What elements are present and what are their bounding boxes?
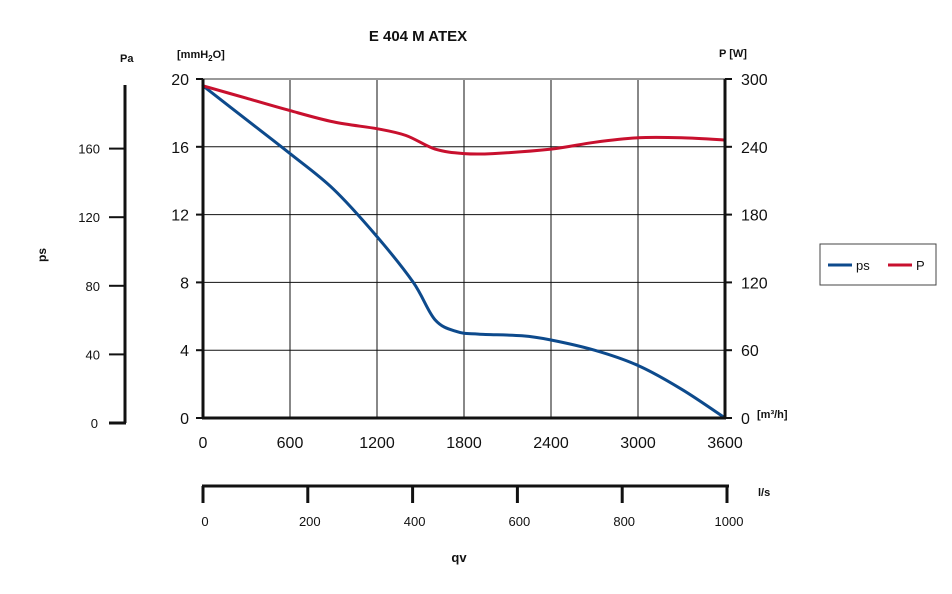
legend-label-p: P xyxy=(916,258,925,273)
pa-tick-label: 120 xyxy=(78,210,100,225)
series-line-ps xyxy=(201,84,727,420)
y-mm-tick-label: 0 xyxy=(180,411,189,428)
y-mm-tick-label: 20 xyxy=(171,72,189,89)
legend-label-ps: ps xyxy=(856,258,870,273)
y-w-tick-label: 120 xyxy=(741,275,768,292)
x-tick-label: 1200 xyxy=(359,435,395,452)
flow-unit-ls: l/s xyxy=(758,487,770,499)
x-tick-label: 0 xyxy=(199,435,208,452)
pa-tick-label: 160 xyxy=(78,142,100,157)
y-mm-tick-label: 12 xyxy=(171,208,189,225)
x-tick-label: 1800 xyxy=(446,435,482,452)
ls-tick-label: 0 xyxy=(201,514,208,529)
flow-unit-m3h: [m³/h] xyxy=(757,409,788,421)
x-axis-label: qv xyxy=(451,550,467,565)
ls-tick-label: 600 xyxy=(509,514,531,529)
y-w-tick-label: 0 xyxy=(741,411,750,428)
x-tick-label: 3600 xyxy=(707,435,743,452)
ls-tick-label: 200 xyxy=(299,514,321,529)
y-w-tick-label: 240 xyxy=(741,140,768,157)
x-tick-label: 2400 xyxy=(533,435,569,452)
series-line-p xyxy=(201,84,727,156)
pa-tick-label: 0 xyxy=(91,416,98,431)
pa-axis-label: ps xyxy=(35,248,49,262)
left-unit-label: [mmH2O] xyxy=(177,49,225,63)
right-unit-label: P [W] xyxy=(719,48,747,60)
ls-tick-label: 800 xyxy=(613,514,635,529)
pa-tick-label: 40 xyxy=(86,347,100,362)
ls-tick-label: 400 xyxy=(404,514,426,529)
x-tick-label: 600 xyxy=(277,435,304,452)
y-w-tick-label: 180 xyxy=(741,208,768,225)
y-mm-tick-label: 8 xyxy=(180,275,189,292)
ls-tick-label: 1000 xyxy=(715,514,744,529)
pa-tick-label: 80 xyxy=(86,279,100,294)
chart-title: E 404 M ATEX xyxy=(369,28,467,45)
pa-unit-label: Pa xyxy=(120,53,134,65)
plot-grid xyxy=(203,78,725,418)
y-mm-tick-label: 4 xyxy=(180,343,189,360)
legend: ps P xyxy=(819,243,937,286)
series-layer xyxy=(201,84,727,420)
y-mm-tick-label: 16 xyxy=(171,140,189,157)
x-tick-label: 3000 xyxy=(620,435,656,452)
y-w-tick-label: 60 xyxy=(741,343,759,360)
y-w-tick-label: 300 xyxy=(741,72,768,89)
